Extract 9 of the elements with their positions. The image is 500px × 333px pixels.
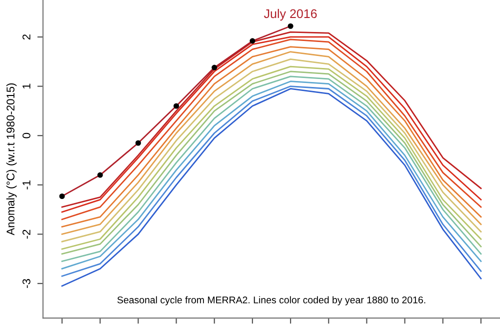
annotation: July 2016 [264, 8, 317, 21]
y-tick-label: -2 [22, 230, 30, 239]
y-tick-label: 1 [22, 84, 30, 89]
y-tick-label: 0 [22, 132, 30, 138]
y-tick-label: 2 [22, 34, 30, 40]
y-axis-title: Anomaly (°C) (w.r.t 1980-2015) [6, 83, 17, 236]
annotation: Seasonal cycle from MERRA2. Lines color coded by year 1880 to 2016. [117, 296, 426, 306]
y-tick-label: -3 [22, 279, 30, 288]
y-tick-label: -1 [22, 180, 30, 190]
